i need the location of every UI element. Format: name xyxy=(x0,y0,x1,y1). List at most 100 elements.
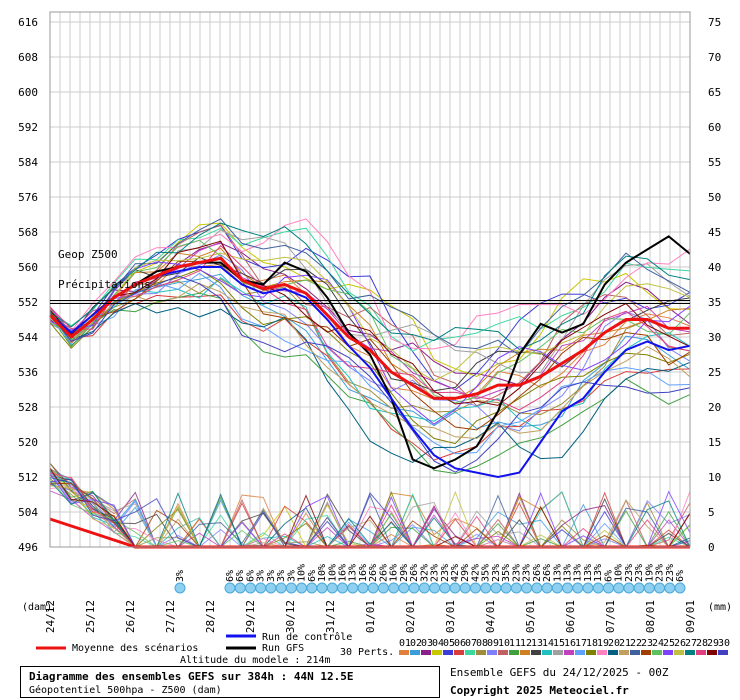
precip-pct-label: 16% xyxy=(338,564,349,582)
precip-dot xyxy=(337,582,348,594)
perturbation-legend: 0102030405060708091011121314151617181920… xyxy=(399,638,730,655)
footer-subtitle: Géopotentiel 500hpa - Z500 (dam) xyxy=(29,685,222,696)
precip-dot xyxy=(244,582,256,594)
pert-swatch xyxy=(674,650,684,655)
precip-pct-label: 23% xyxy=(511,564,522,582)
precip-dot xyxy=(449,582,461,594)
precip-dot xyxy=(643,582,655,594)
left-tick-label: 552 xyxy=(18,296,38,309)
perturbation-line xyxy=(49,229,691,374)
right-tick-label: 30 xyxy=(708,331,721,344)
pert-swatch xyxy=(487,650,497,655)
legend-mean: Moyenne des scénarios xyxy=(72,642,198,654)
legend-perts: 30 Perts. xyxy=(340,647,394,658)
precip-dot xyxy=(623,582,635,594)
precip-pct-label: 10% xyxy=(317,564,328,582)
perturbation-line xyxy=(49,294,691,461)
precip-dot xyxy=(285,582,297,594)
date-tick-label: 05/01 xyxy=(524,600,537,633)
pert-swatch xyxy=(641,650,651,655)
pert-swatch xyxy=(586,650,596,655)
precip-dot xyxy=(562,582,573,594)
perturbation-line xyxy=(49,277,691,431)
precip-dot xyxy=(654,582,666,594)
pert-number: 13 xyxy=(531,638,543,649)
pert-swatch xyxy=(454,650,464,655)
pert-number: 14 xyxy=(542,638,554,649)
right-tick-label: 5 xyxy=(708,506,715,519)
right-tick-label: 45 xyxy=(708,226,721,239)
pert-number: 28 xyxy=(696,638,708,649)
precip-dot xyxy=(255,582,267,594)
pert-number: 26 xyxy=(674,638,686,649)
precip-dot xyxy=(521,582,533,594)
pert-number: 21 xyxy=(619,638,631,649)
perturbation-line xyxy=(49,218,691,356)
precip-pct-label: 23% xyxy=(491,564,502,582)
right-tick-label: 0 xyxy=(708,541,715,554)
pert-number: 02 xyxy=(410,638,422,649)
date-tick-label: 24/12 xyxy=(44,600,57,633)
precip-pct-label: 16% xyxy=(389,564,400,582)
date-tick-label: 01/01 xyxy=(364,600,377,633)
precip-dot xyxy=(174,582,186,594)
date-tick-label: 28/12 xyxy=(204,600,217,633)
precip-pct-label: 6% xyxy=(235,570,246,582)
perturbation-line xyxy=(49,268,691,445)
copyright: Copyright 2025 Meteociel.fr xyxy=(450,684,629,697)
pert-number: 25 xyxy=(663,638,675,649)
footer-box: Diagramme des ensembles GEFS sur 384h : … xyxy=(20,666,440,698)
pert-number: 30 xyxy=(718,638,730,649)
pert-number: 18 xyxy=(586,638,598,649)
left-tick-label: 584 xyxy=(18,156,38,169)
right-tick-label: 70 xyxy=(708,51,721,64)
date-tick-label: 27/12 xyxy=(164,600,177,633)
pert-swatch xyxy=(696,650,706,655)
pert-swatch xyxy=(432,650,442,655)
precip-pct-label: 23% xyxy=(624,564,635,582)
precip-pct-label: 13% xyxy=(593,564,604,582)
precip-pct-label: 32% xyxy=(419,564,430,582)
precip-dot xyxy=(572,582,584,594)
precip-pct-label: 3% xyxy=(276,570,287,582)
precip-pct-label: 6% xyxy=(225,570,236,582)
precip-annotation: Précipitations xyxy=(58,278,151,291)
precip-pct-label: 23% xyxy=(665,564,676,582)
precip-pct-label: 23% xyxy=(634,564,645,582)
date-tick-label: 06/01 xyxy=(564,600,577,633)
precip-dot xyxy=(275,582,287,594)
date-tick-label: 26/12 xyxy=(124,600,137,633)
precip-dot xyxy=(613,582,625,594)
legend: Moyenne des scénarios Run de contrôle Ru… xyxy=(36,631,730,658)
precip-pct-label: 35% xyxy=(501,564,512,582)
left-tick-label: 544 xyxy=(18,331,38,344)
precip-percentage-row: 3% 6% 6% 6% 3% 3% 3% 3% 10% 6% 10% 10% 16% 13% 16% 26% 2… xyxy=(174,564,686,594)
pert-swatch xyxy=(663,650,673,655)
left-tick-label: 528 xyxy=(18,401,38,414)
precip-pct-label: 13% xyxy=(573,564,584,582)
pert-swatch xyxy=(410,650,420,655)
perturbation-line xyxy=(49,222,691,350)
axes: 6166086005925845765685605525445365285205… xyxy=(18,11,721,633)
precip-dot xyxy=(490,582,502,594)
right-tick-label: 15 xyxy=(708,436,721,449)
right-tick-label: 40 xyxy=(708,261,721,274)
left-tick-label: 576 xyxy=(18,191,38,204)
right-tick-label: 55 xyxy=(708,156,721,169)
precip-pct-label: 3% xyxy=(175,570,186,582)
grid xyxy=(49,12,691,548)
precip-pct-label: 6% xyxy=(245,570,256,582)
perturbation-line xyxy=(49,292,691,475)
left-tick-label: 520 xyxy=(18,436,38,449)
pert-swatch xyxy=(652,650,662,655)
pert-swatch xyxy=(476,650,486,655)
precip-dot xyxy=(388,582,400,594)
precip-pct-label: 23% xyxy=(440,564,451,582)
left-tick-label: 536 xyxy=(18,366,38,379)
precip-pct-label: 13% xyxy=(583,564,594,582)
precip-dot xyxy=(234,582,246,594)
pert-swatch xyxy=(707,650,717,655)
pert-swatch xyxy=(630,650,640,655)
precip-pct-label: 3% xyxy=(266,570,277,582)
precip-pct-label: 29% xyxy=(460,564,471,582)
